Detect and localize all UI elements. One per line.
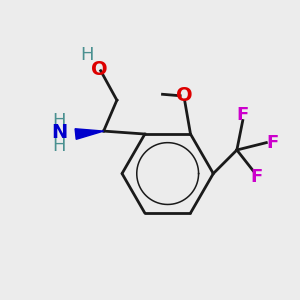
Text: F: F: [237, 106, 249, 124]
Text: N: N: [51, 123, 68, 142]
Polygon shape: [75, 129, 104, 139]
Text: H: H: [53, 137, 66, 155]
Text: F: F: [267, 134, 279, 152]
Text: H: H: [53, 112, 66, 130]
Text: F: F: [250, 167, 262, 185]
Text: H: H: [81, 46, 94, 64]
Text: O: O: [176, 86, 193, 105]
Text: O: O: [91, 60, 107, 79]
